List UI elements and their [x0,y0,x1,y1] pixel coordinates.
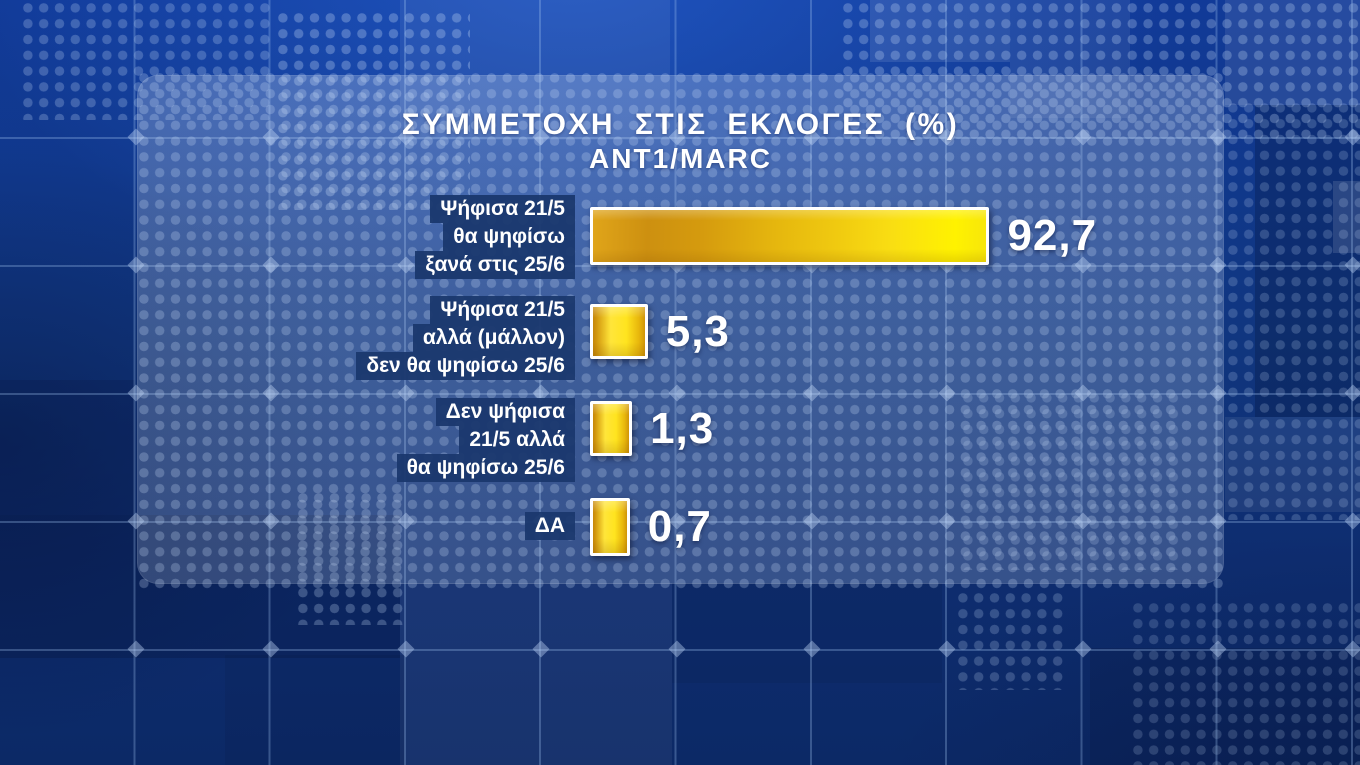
background-tile [1255,105,1360,417]
dot-patch [960,390,1180,570]
bar [590,498,630,556]
background-tile [0,380,135,515]
bar [590,304,648,359]
background-tile [0,515,400,658]
chart-title: ΣΥΜΜΕΤΟΧΗ ΣΤΙΣ ΕΚΛΟΓΕΣ (%) [401,108,960,141]
bar-label-line: αλλά (μάλλον) [412,324,575,352]
dot-patch [955,590,1065,690]
background-tile [400,0,670,140]
background-tile [870,0,1010,62]
dot-patch [840,0,1360,140]
grid-node [1344,640,1360,658]
bar [590,207,990,265]
background-tile [1225,417,1360,512]
grid-node [803,640,821,658]
bar-label-line: ξανά στις 25/6 [415,251,575,279]
bar-label-line: ΔΑ [524,512,575,540]
bar-value: 0,7 [647,502,712,551]
grid-node [532,640,550,658]
background-tile [1225,0,1360,105]
grid-node [1344,256,1360,274]
grid-node [262,640,280,658]
background-tile [1010,0,1130,118]
bar-label-group: Ψήφισα 21/5 αλλά (μάλλον) δεν θα ψηφίσω … [356,296,575,380]
background-tile [225,655,405,765]
grid-node [938,640,956,658]
bar-label-line: θα ψηφίσω 25/6 [396,454,575,482]
dot-patch [1130,600,1360,765]
grid-node [397,640,415,658]
grid-node [1344,128,1360,146]
grid-node [1074,640,1092,658]
dot-patch [1225,100,1360,520]
background-tile [400,583,672,765]
grid-node [127,640,144,658]
bar-row: 1,3 [590,401,714,456]
bar-value: 5,3 [665,306,730,356]
bar-label-line: Ψήφισα 21/5 [430,195,575,223]
dot-patch [275,10,470,210]
background-tile [1333,181,1360,253]
grid-node [1209,640,1227,658]
bar-label-line: Ψήφισα 21/5 [430,296,575,324]
bar-label-group: ΔΑ [524,512,575,540]
bar-label-line: δεν θα ψηφίσω 25/6 [356,352,575,380]
grid-node [1344,512,1360,530]
bar-label-line: Δεν ψήφισα [435,398,575,426]
bar-value: 1,3 [650,403,715,453]
dot-patch [20,0,270,120]
grid-node [668,640,686,658]
background-tile [672,583,942,683]
bar-label-group: Ψήφισα 21/5 θα ψηφίσω ξανά στις 25/6 [415,195,575,279]
bar-label-line: θα ψηφίσω [443,223,575,251]
chart-source: ANT1/MARC [589,143,772,174]
bar-row: 5,3 [590,304,730,359]
bar-label-line: 21/5 αλλά [459,426,575,454]
grid-node [1344,384,1360,402]
dot-patch [295,490,405,625]
bar-row: 0,7 [590,498,712,556]
dot-patch [136,70,1226,590]
background-tile [1090,648,1360,765]
bar-label-group: Δεν ψήφισα 21/5 αλλά θα ψηφίσω 25/6 [396,398,575,482]
bar [590,401,633,456]
chart-panel [137,75,1224,584]
bar-row: 92,7 [590,207,1097,265]
bar-value: 92,7 [1007,211,1098,260]
